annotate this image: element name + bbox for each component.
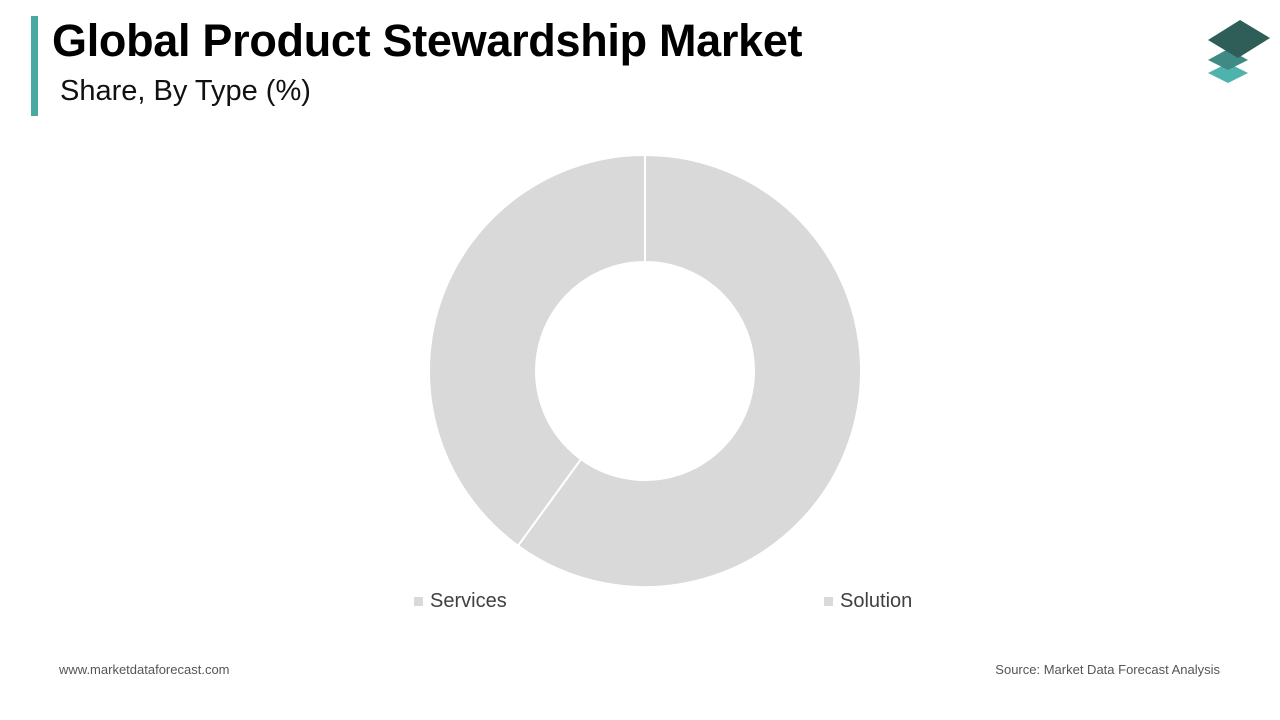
legend-item-solution: Solution <box>824 589 912 613</box>
logo-layer-bottom <box>1208 63 1248 83</box>
footer-source: Source: Market Data Forecast Analysis <box>995 662 1220 677</box>
page-subtitle: Share, By Type (%) <box>60 75 311 107</box>
donut-slices <box>428 153 862 588</box>
legend-swatch-services <box>414 596 423 606</box>
stacked-layers-logo-icon <box>1208 20 1270 83</box>
legend-item-services: Services <box>414 589 507 613</box>
logo-layer-middle <box>1208 49 1248 70</box>
legend-label-services: Services <box>430 590 507 612</box>
legend-swatch-solution <box>824 596 833 606</box>
page-title: Global Product Stewardship Market <box>52 15 803 66</box>
footer-website: www.marketdataforecast.com <box>59 662 230 677</box>
donut-slice-services <box>428 153 646 548</box>
legend-label-solution: Solution <box>840 590 913 612</box>
logo-layer-top <box>1208 20 1270 58</box>
donut-slice-solution <box>516 153 862 588</box>
title-accent-bar <box>31 16 38 116</box>
